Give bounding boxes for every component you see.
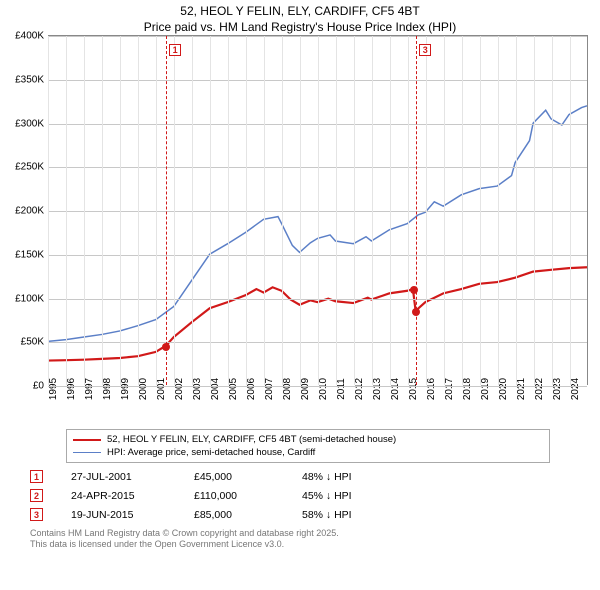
y-tick-label: £350K bbox=[15, 74, 44, 85]
legend-item: 52, HEOL Y FELIN, ELY, CARDIFF, CF5 4BT … bbox=[73, 433, 543, 446]
x-gridline bbox=[462, 36, 463, 385]
legend: 52, HEOL Y FELIN, ELY, CARDIFF, CF5 4BT … bbox=[66, 429, 550, 463]
footer-line-1: Contains HM Land Registry data © Crown c… bbox=[30, 528, 588, 539]
title-line-1: 52, HEOL Y FELIN, ELY, CARDIFF, CF5 4BT bbox=[0, 4, 600, 20]
y-tick-label: £250K bbox=[15, 162, 44, 173]
y-axis: £0£50K£100K£150K£200K£250K£300K£350K£400… bbox=[0, 36, 46, 385]
x-gridline bbox=[264, 36, 265, 385]
legend-swatch bbox=[73, 452, 101, 454]
sale-price: £45,000 bbox=[194, 471, 274, 483]
sale-row: 3 19-JUN-2015 £85,000 58% ↓ HPI bbox=[30, 505, 588, 524]
sale-price: £110,000 bbox=[194, 490, 274, 502]
sale-row: 1 27-JUL-2001 £45,000 48% ↓ HPI bbox=[30, 467, 588, 486]
x-gridline bbox=[246, 36, 247, 385]
legend-label: 52, HEOL Y FELIN, ELY, CARDIFF, CF5 4BT … bbox=[107, 434, 396, 445]
sale-date: 19-JUN-2015 bbox=[71, 509, 166, 521]
event-line bbox=[166, 36, 167, 385]
x-gridline bbox=[498, 36, 499, 385]
x-gridline bbox=[48, 36, 49, 385]
x-gridline bbox=[318, 36, 319, 385]
x-gridline bbox=[120, 36, 121, 385]
y-tick-label: £100K bbox=[15, 293, 44, 304]
x-gridline bbox=[192, 36, 193, 385]
sale-diff: 48% ↓ HPI bbox=[302, 471, 392, 483]
sale-diff: 45% ↓ HPI bbox=[302, 490, 392, 502]
chart-title: 52, HEOL Y FELIN, ELY, CARDIFF, CF5 4BT … bbox=[0, 0, 600, 35]
chart-container: 52, HEOL Y FELIN, ELY, CARDIFF, CF5 4BT … bbox=[0, 0, 600, 590]
footer-license: Contains HM Land Registry data © Crown c… bbox=[30, 528, 588, 551]
x-gridline bbox=[102, 36, 103, 385]
x-gridline bbox=[426, 36, 427, 385]
sale-dot bbox=[410, 286, 418, 294]
sale-row: 2 24-APR-2015 £110,000 45% ↓ HPI bbox=[30, 486, 588, 505]
sale-index-box: 1 bbox=[30, 470, 43, 483]
plot-area: £0£50K£100K£150K£200K£250K£300K£350K£400… bbox=[48, 35, 588, 385]
y-tick-label: £50K bbox=[21, 337, 44, 348]
legend-swatch bbox=[73, 439, 101, 441]
sales-table: 1 27-JUL-2001 £45,000 48% ↓ HPI 2 24-APR-2015… bbox=[30, 467, 588, 524]
y-gridline bbox=[48, 386, 587, 387]
sale-index-box: 2 bbox=[30, 489, 43, 502]
y-tick-label: £0 bbox=[33, 381, 44, 392]
x-gridline bbox=[480, 36, 481, 385]
x-gridline bbox=[228, 36, 229, 385]
x-gridline bbox=[444, 36, 445, 385]
sale-dot bbox=[162, 343, 170, 351]
sale-diff: 58% ↓ HPI bbox=[302, 509, 392, 521]
x-gridline bbox=[390, 36, 391, 385]
sale-dot bbox=[412, 308, 420, 316]
sale-date: 24-APR-2015 bbox=[71, 490, 166, 502]
sale-index-box: 3 bbox=[30, 508, 43, 521]
y-tick-label: £400K bbox=[15, 31, 44, 42]
legend-item: HPI: Average price, semi-detached house,… bbox=[73, 446, 543, 459]
x-gridline bbox=[570, 36, 571, 385]
x-gridline bbox=[66, 36, 67, 385]
x-gridline bbox=[156, 36, 157, 385]
x-gridline bbox=[354, 36, 355, 385]
y-tick-label: £300K bbox=[15, 118, 44, 129]
x-axis: 1995199619971998199920002001200220032004… bbox=[48, 385, 587, 423]
sale-date: 27-JUL-2001 bbox=[71, 471, 166, 483]
x-gridline bbox=[516, 36, 517, 385]
y-tick-label: £150K bbox=[15, 249, 44, 260]
event-line bbox=[416, 36, 417, 385]
sale-price: £85,000 bbox=[194, 509, 274, 521]
footer-line-2: This data is licensed under the Open Gov… bbox=[30, 539, 588, 550]
x-gridline bbox=[336, 36, 337, 385]
x-gridline bbox=[210, 36, 211, 385]
x-gridline bbox=[372, 36, 373, 385]
x-gridline bbox=[552, 36, 553, 385]
event-marker: 1 bbox=[169, 44, 181, 56]
y-tick-label: £200K bbox=[15, 206, 44, 217]
legend-label: HPI: Average price, semi-detached house,… bbox=[107, 447, 315, 458]
event-marker: 3 bbox=[419, 44, 431, 56]
x-gridline bbox=[534, 36, 535, 385]
x-gridline bbox=[282, 36, 283, 385]
chart-wrap: £0£50K£100K£150K£200K£250K£300K£350K£400… bbox=[48, 35, 588, 385]
title-line-2: Price paid vs. HM Land Registry's House … bbox=[0, 20, 600, 36]
x-gridline bbox=[138, 36, 139, 385]
x-gridline bbox=[174, 36, 175, 385]
x-gridline bbox=[300, 36, 301, 385]
x-gridline bbox=[408, 36, 409, 385]
x-gridline bbox=[84, 36, 85, 385]
